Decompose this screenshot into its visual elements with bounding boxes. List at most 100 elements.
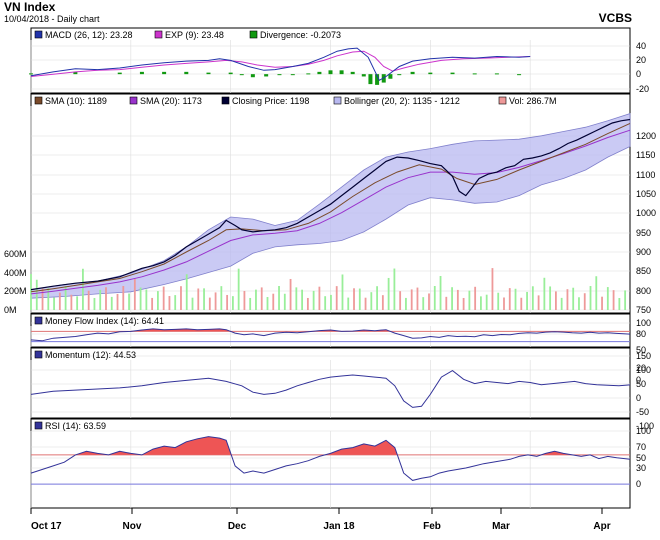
divergence-bar [277,74,282,76]
volume-bar [595,276,598,310]
x-tick-label: Mar [492,521,510,532]
volume-bar [53,297,55,310]
y-tick-label: 100 [636,426,651,436]
volume-bar [497,292,500,310]
volume-bar [462,297,465,310]
volume-bar [531,286,534,310]
divergence-bar [368,74,373,85]
y-tick-label: 70 [636,442,646,452]
volume-bar [30,274,32,310]
y-tick-label: 800 [636,286,651,296]
divergence-bar [184,71,189,75]
volume-bar [456,289,459,310]
volume-bar [122,286,125,310]
volume-bar [255,289,257,310]
volume-bar [583,293,586,310]
y-tick-label: -50 [636,407,649,417]
volume-bar [624,290,627,310]
divergence-bar [73,71,78,75]
x-tick-label: Jan 18 [323,521,355,532]
legend-label: MACD (26, 12): 23.28 [45,30,133,40]
legend-label: Money Flow Index (14): 64.41 [45,316,164,326]
x-tick-label: Feb [423,521,441,532]
overbought-area [130,328,391,332]
y-tick-label: 1200 [636,131,656,141]
volume-bar [416,287,419,310]
y-tick-label: 950 [636,228,651,238]
volume-bar [439,275,442,310]
y-tick-label: 50 [636,345,646,355]
volume-bar [520,297,523,310]
divergence-bar [375,74,380,85]
volume-bar [41,288,44,310]
volume-bar [601,296,603,310]
volume-bar [145,289,148,310]
volume-bar [180,286,182,310]
divergence-bar [328,70,333,75]
y-tick-label: 100 [636,365,651,375]
volume-tick-label: 200M [4,286,27,296]
y-tick-label: 850 [636,266,651,276]
legend-label: Vol: 286.7M [509,96,557,106]
overbought-area [31,436,630,455]
y-tick-label: -100 [636,421,654,431]
volume-bar [618,297,621,310]
volume-bar [191,297,194,310]
divergence-bar [162,71,167,75]
chart-subtitle: 10/04/2018 - Daily chart [4,14,100,24]
volume-bar [445,296,448,310]
y-tick-label: 0 [636,479,641,489]
divergence-bar [339,70,344,75]
volume-bar [278,286,280,310]
legend-label: Closing Price: 1198 [232,96,309,106]
volume-bar [606,287,609,310]
volume-bar [82,268,84,310]
series-line-price [30,118,631,291]
volume-bar [578,297,580,310]
volume-bar [335,286,338,310]
legend-label: RSI (14): 63.59 [45,421,106,431]
volume-bar [231,296,234,310]
volume-bar [555,291,557,310]
volume-bar [387,277,390,310]
brand-label: VCBS [599,11,632,25]
divergence-bar [494,73,499,75]
series-line-sma10 [30,122,631,293]
divergence-bar [361,74,366,77]
divergence-bar [517,74,522,76]
volume-bar [301,289,304,310]
volume-bar [162,286,165,310]
volume-bar [266,297,269,310]
divergence-bar [290,74,295,76]
divergence-bar [206,72,211,75]
volume-bar [474,286,477,310]
legend-swatch [34,350,43,359]
volume-bar [99,289,102,310]
divergence-bar [350,71,355,75]
indicator-panels: 40 20 0 -20 MACD (26, 12): 23.28 EXP (9): 23.… [4,27,656,509]
volume-bar [47,288,50,310]
volume-bar [283,293,286,310]
volume-bar [572,287,575,310]
volume-bar [364,297,367,310]
series-line-sma20 [30,129,631,295]
volume-bar [330,294,332,310]
volume-bar [272,293,275,310]
volume-bar [370,292,373,310]
volume-bar [133,279,136,310]
volume-bar [560,297,563,310]
y-tick-label: 1000 [636,208,656,218]
legend-label: Bollinger (20, 2): 1135 - 1212 [344,96,460,106]
chart-title: VN Index [4,0,56,14]
volume-bar [514,288,517,310]
legend-swatch [34,316,43,325]
y-tick-label: 1100 [636,170,655,180]
volume-bar [399,291,402,310]
volume-bar [324,296,327,310]
divergence-bar [306,73,311,75]
volume-bar [87,290,90,310]
volume-bar [226,294,229,310]
volume-bar [208,297,211,310]
series-line-mfi [30,328,631,342]
volume-bar [295,287,298,310]
